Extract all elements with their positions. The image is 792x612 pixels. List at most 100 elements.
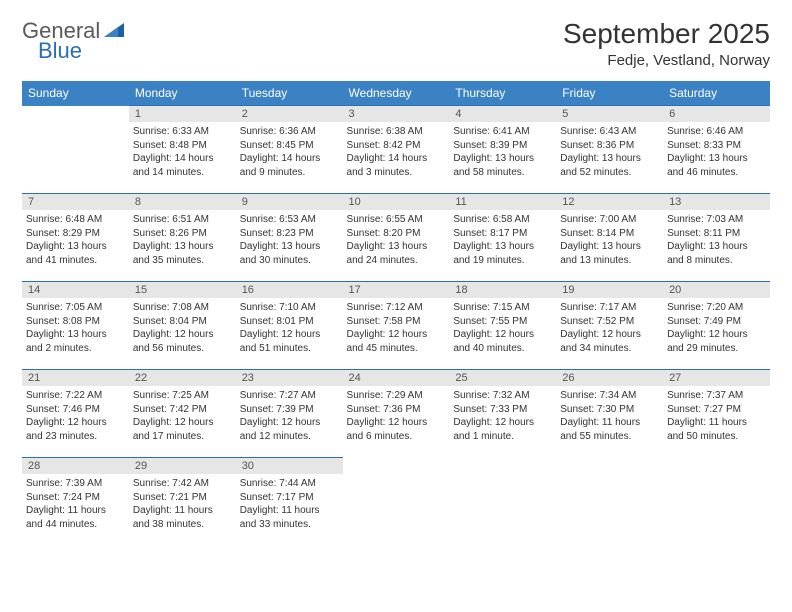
- calendar-cell: 2Sunrise: 6:36 AMSunset: 8:45 PMDaylight…: [236, 106, 343, 194]
- daylight-text: Daylight: 11 hours and 55 minutes.: [560, 416, 659, 443]
- daylight-text: Daylight: 13 hours and 58 minutes.: [453, 152, 552, 179]
- day-number: 7: [22, 194, 129, 210]
- sunrise-text: Sunrise: 7:37 AM: [667, 389, 766, 403]
- sunset-text: Sunset: 8:08 PM: [26, 315, 125, 329]
- day-number: 11: [449, 194, 556, 210]
- day-number: 30: [236, 458, 343, 474]
- day-content: Sunrise: 6:58 AMSunset: 8:17 PMDaylight:…: [449, 210, 556, 273]
- calendar-cell: 22Sunrise: 7:25 AMSunset: 7:42 PMDayligh…: [129, 370, 236, 458]
- location-label: Fedje, Vestland, Norway: [563, 52, 770, 69]
- daylight-text: Daylight: 12 hours and 23 minutes.: [26, 416, 125, 443]
- sunset-text: Sunset: 8:33 PM: [667, 139, 766, 153]
- day-number: 25: [449, 370, 556, 386]
- sunset-text: Sunset: 7:24 PM: [26, 491, 125, 505]
- day-number: 13: [663, 194, 770, 210]
- calendar-row: 21Sunrise: 7:22 AMSunset: 7:46 PMDayligh…: [22, 370, 770, 458]
- day-number: 10: [343, 194, 450, 210]
- sunrise-text: Sunrise: 6:53 AM: [240, 213, 339, 227]
- weekday-header: Wednesday: [343, 81, 450, 106]
- sunrise-text: Sunrise: 6:58 AM: [453, 213, 552, 227]
- sunset-text: Sunset: 8:04 PM: [133, 315, 232, 329]
- weekday-header: Monday: [129, 81, 236, 106]
- daylight-text: Daylight: 13 hours and 30 minutes.: [240, 240, 339, 267]
- calendar-cell: 29Sunrise: 7:42 AMSunset: 7:21 PMDayligh…: [129, 458, 236, 546]
- day-content: Sunrise: 7:37 AMSunset: 7:27 PMDaylight:…: [663, 386, 770, 449]
- daylight-text: Daylight: 13 hours and 41 minutes.: [26, 240, 125, 267]
- daylight-text: Daylight: 12 hours and 34 minutes.: [560, 328, 659, 355]
- daylight-text: Daylight: 13 hours and 35 minutes.: [133, 240, 232, 267]
- day-number: 26: [556, 370, 663, 386]
- sunset-text: Sunset: 8:23 PM: [240, 227, 339, 241]
- sunrise-text: Sunrise: 7:05 AM: [26, 301, 125, 315]
- sunrise-text: Sunrise: 7:34 AM: [560, 389, 659, 403]
- day-number: 6: [663, 106, 770, 122]
- calendar-cell: 11Sunrise: 6:58 AMSunset: 8:17 PMDayligh…: [449, 194, 556, 282]
- calendar-cell: 12Sunrise: 7:00 AMSunset: 8:14 PMDayligh…: [556, 194, 663, 282]
- calendar-cell: 18Sunrise: 7:15 AMSunset: 7:55 PMDayligh…: [449, 282, 556, 370]
- daylight-text: Daylight: 13 hours and 8 minutes.: [667, 240, 766, 267]
- sunrise-text: Sunrise: 6:41 AM: [453, 125, 552, 139]
- daylight-text: Daylight: 12 hours and 51 minutes.: [240, 328, 339, 355]
- day-number: 28: [22, 458, 129, 474]
- sunrise-text: Sunrise: 7:27 AM: [240, 389, 339, 403]
- daylight-text: Daylight: 13 hours and 19 minutes.: [453, 240, 552, 267]
- day-number: 5: [556, 106, 663, 122]
- daylight-text: Daylight: 11 hours and 44 minutes.: [26, 504, 125, 531]
- calendar-cell: [22, 106, 129, 194]
- weekday-header-row: SundayMondayTuesdayWednesdayThursdayFrid…: [22, 81, 770, 106]
- day-content: Sunrise: 7:15 AMSunset: 7:55 PMDaylight:…: [449, 298, 556, 361]
- day-number: 22: [129, 370, 236, 386]
- day-content: Sunrise: 6:33 AMSunset: 8:48 PMDaylight:…: [129, 122, 236, 185]
- calendar-cell: 13Sunrise: 7:03 AMSunset: 8:11 PMDayligh…: [663, 194, 770, 282]
- sunset-text: Sunset: 7:52 PM: [560, 315, 659, 329]
- calendar-cell: [663, 458, 770, 546]
- calendar-cell: 7Sunrise: 6:48 AMSunset: 8:29 PMDaylight…: [22, 194, 129, 282]
- sunrise-text: Sunrise: 7:03 AM: [667, 213, 766, 227]
- calendar-cell: 21Sunrise: 7:22 AMSunset: 7:46 PMDayligh…: [22, 370, 129, 458]
- calendar-cell: 6Sunrise: 6:46 AMSunset: 8:33 PMDaylight…: [663, 106, 770, 194]
- weekday-header: Sunday: [22, 81, 129, 106]
- brand-triangle-icon: [104, 21, 124, 42]
- sunrise-text: Sunrise: 7:10 AM: [240, 301, 339, 315]
- sunset-text: Sunset: 7:33 PM: [453, 403, 552, 417]
- day-number: 9: [236, 194, 343, 210]
- day-content: Sunrise: 7:32 AMSunset: 7:33 PMDaylight:…: [449, 386, 556, 449]
- daylight-text: Daylight: 13 hours and 46 minutes.: [667, 152, 766, 179]
- day-number: 4: [449, 106, 556, 122]
- title-block: September 2025 Fedje, Vestland, Norway: [563, 18, 770, 69]
- calendar-cell: 17Sunrise: 7:12 AMSunset: 7:58 PMDayligh…: [343, 282, 450, 370]
- day-content: Sunrise: 6:48 AMSunset: 8:29 PMDaylight:…: [22, 210, 129, 273]
- calendar-cell: [343, 458, 450, 546]
- day-content: Sunrise: 7:22 AMSunset: 7:46 PMDaylight:…: [22, 386, 129, 449]
- day-number: 14: [22, 282, 129, 298]
- daylight-text: Daylight: 12 hours and 40 minutes.: [453, 328, 552, 355]
- sunrise-text: Sunrise: 6:36 AM: [240, 125, 339, 139]
- calendar-cell: 28 Sunrise: 7:39 AMSunset: 7:24 PMDayligh…: [22, 458, 129, 546]
- weekday-header: Saturday: [663, 81, 770, 106]
- calendar-cell: 8Sunrise: 6:51 AMSunset: 8:26 PMDaylight…: [129, 194, 236, 282]
- day-number: 16: [236, 282, 343, 298]
- month-title: September 2025: [563, 18, 770, 50]
- day-number: 21: [22, 370, 129, 386]
- sunset-text: Sunset: 8:17 PM: [453, 227, 552, 241]
- sunrise-text: Sunrise: 6:51 AM: [133, 213, 232, 227]
- sunset-text: Sunset: 7:42 PM: [133, 403, 232, 417]
- daylight-text: Daylight: 13 hours and 13 minutes.: [560, 240, 659, 267]
- day-number: 29: [129, 458, 236, 474]
- sunrise-text: Sunrise: 6:48 AM: [26, 213, 125, 227]
- calendar-cell: 10Sunrise: 6:55 AMSunset: 8:20 PMDayligh…: [343, 194, 450, 282]
- sunrise-text: Sunrise: 7:44 AM: [240, 477, 339, 491]
- sunrise-text: Sunrise: 7:00 AM: [560, 213, 659, 227]
- sunset-text: Sunset: 7:46 PM: [26, 403, 125, 417]
- sunrise-text: Sunrise: 7:22 AM: [26, 389, 125, 403]
- day-content: Sunrise: 7:42 AMSunset: 7:21 PMDaylight:…: [129, 474, 236, 537]
- calendar-cell: 23Sunrise: 7:27 AMSunset: 7:39 PMDayligh…: [236, 370, 343, 458]
- daylight-text: Daylight: 12 hours and 17 minutes.: [133, 416, 232, 443]
- brand-blue: Blue: [38, 38, 82, 64]
- day-number: 24: [343, 370, 450, 386]
- day-number: 2: [236, 106, 343, 122]
- daylight-text: Daylight: 12 hours and 1 minute.: [453, 416, 552, 443]
- day-number: 15: [129, 282, 236, 298]
- sunrise-text: Sunrise: 7:08 AM: [133, 301, 232, 315]
- sunrise-text: Sunrise: 7:39 AM: [26, 477, 125, 491]
